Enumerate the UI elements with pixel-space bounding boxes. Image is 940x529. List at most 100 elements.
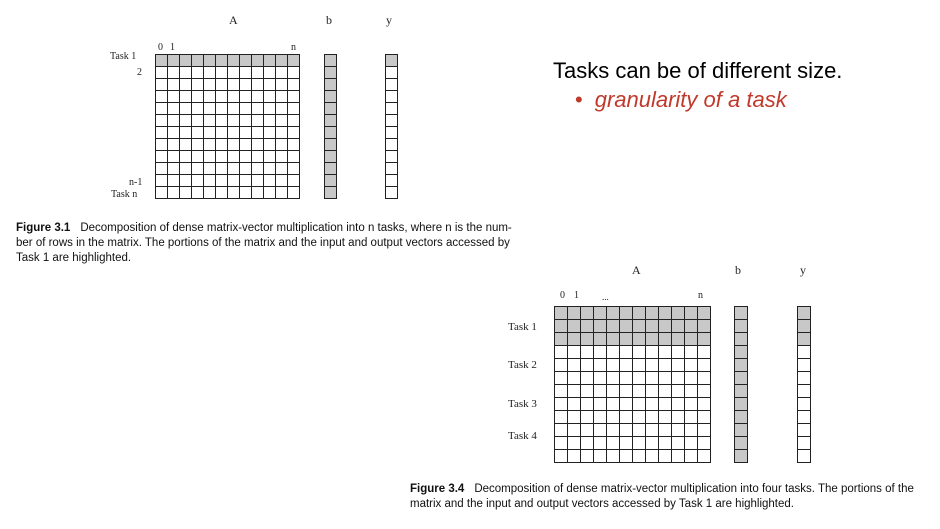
matrix-cell [156, 103, 168, 115]
matrix-cell [659, 307, 672, 320]
matrix-cell [252, 79, 264, 91]
matrix-cell [633, 450, 646, 463]
matrix-cell [156, 175, 168, 187]
matrix-cell [168, 175, 180, 187]
column-label-0-2: 0 [560, 290, 565, 301]
matrix-cell [568, 424, 581, 437]
matrix-cell [252, 91, 264, 103]
vector-y-cell [386, 175, 398, 187]
vector-b-cell [325, 151, 337, 163]
matrix-cell [659, 333, 672, 346]
matrix-cell [228, 103, 240, 115]
matrix-cell [276, 103, 288, 115]
matrix-cell [204, 163, 216, 175]
matrix-cell [594, 411, 607, 424]
matrix-cell [581, 359, 594, 372]
matrix-cell [581, 372, 594, 385]
column-label-dots: ... [602, 292, 609, 302]
matrix-cell [685, 346, 698, 359]
vector-y-cell [798, 411, 811, 424]
caption-line-2-2: matrix and the input and output vectors … [410, 498, 794, 510]
matrix-cell [620, 437, 633, 450]
matrix-cell [168, 115, 180, 127]
matrix-cell [633, 320, 646, 333]
matrix-cell [216, 55, 228, 67]
vector-b-cell [325, 79, 337, 91]
matrix-cell [264, 139, 276, 151]
matrix-cell [698, 411, 711, 424]
matrix-cell [240, 187, 252, 199]
matrix-cell [276, 127, 288, 139]
matrix-cell [659, 320, 672, 333]
vector-y-cell [798, 424, 811, 437]
matrix-cell [204, 55, 216, 67]
matrix-cell [240, 115, 252, 127]
matrix-cell [698, 346, 711, 359]
matrix-cell [672, 359, 685, 372]
matrix-cell [698, 450, 711, 463]
matrix-cell [216, 175, 228, 187]
matrix-cell [568, 385, 581, 398]
matrix-cell [276, 91, 288, 103]
matrix-cell [568, 346, 581, 359]
matrix-cell [581, 424, 594, 437]
matrix-cell [685, 437, 698, 450]
matrix-cell [192, 175, 204, 187]
matrix-cell [276, 163, 288, 175]
matrix-cell [685, 307, 698, 320]
figure-3-4-caption: Figure 3.4 Decomposition of dense matrix-… [410, 482, 914, 512]
matrix-cell [620, 385, 633, 398]
matrix-cell [252, 55, 264, 67]
matrix-cell [646, 359, 659, 372]
matrix-cell [228, 127, 240, 139]
vector-b-cell [325, 115, 337, 127]
matrix-cell [264, 115, 276, 127]
matrix-cell [659, 424, 672, 437]
matrix-cell [633, 346, 646, 359]
matrix-cell [581, 333, 594, 346]
matrix-cell [168, 187, 180, 199]
matrix-cell [288, 67, 300, 79]
vector-b-label-2: b [735, 263, 741, 277]
matrix-cell [216, 127, 228, 139]
matrix-cell [192, 115, 204, 127]
matrix-cell [240, 175, 252, 187]
matrix-cell [240, 163, 252, 175]
matrix-cell [288, 55, 300, 67]
matrix-cell [607, 437, 620, 450]
vector-y-cell [798, 320, 811, 333]
vector-y-cell [798, 307, 811, 320]
matrix-cell [288, 151, 300, 163]
matrix-cell [633, 411, 646, 424]
matrix-cell [204, 115, 216, 127]
matrix-cell [204, 139, 216, 151]
matrix-cell [581, 385, 594, 398]
matrix-cell [659, 372, 672, 385]
figure-3-1-label: Figure 3.1 [16, 222, 71, 234]
matrix-cell [192, 67, 204, 79]
matrix-cell [288, 103, 300, 115]
matrix-cell [555, 450, 568, 463]
matrix-cell [685, 385, 698, 398]
matrix-cell [685, 320, 698, 333]
matrix-cell [555, 398, 568, 411]
matrix-cell [216, 103, 228, 115]
matrix-cell [228, 151, 240, 163]
matrix-a-grid [155, 54, 300, 199]
matrix-cell [633, 333, 646, 346]
matrix-cell [240, 67, 252, 79]
matrix-cell [156, 127, 168, 139]
matrix-cell [672, 424, 685, 437]
matrix-cell [672, 372, 685, 385]
matrix-cell [672, 346, 685, 359]
matrix-cell [168, 139, 180, 151]
matrix-cell [180, 79, 192, 91]
matrix-cell [672, 320, 685, 333]
matrix-cell [276, 67, 288, 79]
vector-y-cell [798, 346, 811, 359]
matrix-cell [168, 103, 180, 115]
matrix-cell [620, 307, 633, 320]
matrix-cell [288, 163, 300, 175]
task-label-2: Task 2 [508, 359, 537, 371]
matrix-cell [594, 333, 607, 346]
